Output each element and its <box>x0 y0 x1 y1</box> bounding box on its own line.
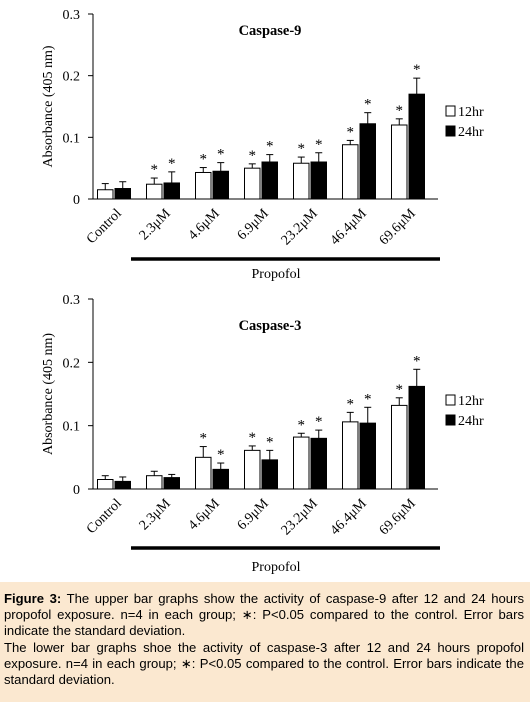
x-tick-label: 2.3μM <box>137 206 174 243</box>
y-tick-label: 0 <box>73 193 80 208</box>
significance-asterisk: * <box>396 382 404 398</box>
y-tick-label: 0.1 <box>63 420 81 435</box>
x-tick-label: 2.3μM <box>137 496 174 533</box>
legend-label-12hr: 12hr <box>458 394 484 409</box>
significance-asterisk: * <box>249 148 257 164</box>
bar-24hr-3 <box>261 459 278 490</box>
caption-paragraph-2: The lower bar graphs shoe the activity o… <box>4 639 524 688</box>
bar-12hr-2 <box>195 171 212 200</box>
x-tick-label: Control <box>84 496 125 537</box>
caption-label: Figure 3: <box>4 591 62 606</box>
x-tick-label: 23.2μM <box>279 206 321 248</box>
legend-swatch-12hr <box>445 394 456 406</box>
legend-label-24hr: 24hr <box>458 414 484 429</box>
legend-label-24hr: 24hr <box>458 125 484 140</box>
bar-24hr-2 <box>212 170 229 200</box>
x-tick-label: 23.2μM <box>279 496 321 538</box>
bar-24hr-6 <box>408 93 425 200</box>
y-axis-label: Absorbance (405 nm) <box>41 333 56 455</box>
y-tick-label: 0.2 <box>63 356 81 371</box>
x-tick-label: 46.4μM <box>328 496 370 538</box>
y-tick-label: 0 <box>73 483 80 498</box>
bar-12hr-3 <box>244 167 261 200</box>
chart-title: Caspase-9 <box>239 23 302 39</box>
bar-12hr-1 <box>146 475 163 490</box>
significance-asterisk: * <box>249 430 257 446</box>
bar-24hr-5 <box>359 123 376 200</box>
bar-24hr-2 <box>212 468 229 490</box>
x-tick-label: 6.9μM <box>235 496 272 533</box>
significance-asterisk: * <box>315 414 323 430</box>
y-tick-label: 0.3 <box>63 293 81 308</box>
y-tick-label: 0.2 <box>63 70 81 85</box>
y-axis-label: Absorbance (405 nm) <box>41 45 56 167</box>
significance-asterisk: * <box>200 152 208 168</box>
significance-asterisk: * <box>298 417 306 433</box>
bar-24hr-0 <box>114 188 131 200</box>
legend-swatch-24hr <box>445 414 456 426</box>
bar-12hr-3 <box>244 449 261 490</box>
bar-24hr-3 <box>261 161 278 200</box>
bar-24hr-5 <box>359 422 376 490</box>
caspase9-chart: 0 0.1 0.2 0.3 Absorbance (405 nm) Caspase-9 Co… <box>41 8 484 282</box>
significance-asterisk: * <box>364 97 372 113</box>
significance-asterisk: * <box>200 431 208 447</box>
figure-caption: Figure 3: The upper bar graphs show the … <box>0 582 530 702</box>
bar-12hr-4 <box>293 162 310 200</box>
figure: 0 0.1 0.2 0.3 Absorbance (405 nm) Caspase-9 Co… <box>41 8 484 575</box>
bar-12hr-6 <box>391 404 408 490</box>
legend-label-12hr: 12hr <box>458 105 484 120</box>
significance-asterisk: * <box>413 353 421 369</box>
bar-24hr-4 <box>310 437 327 490</box>
significance-asterisk: * <box>364 391 372 407</box>
y-tick-label: 0.3 <box>63 8 81 23</box>
bar-12hr-5 <box>342 144 359 200</box>
bar-12hr-2 <box>195 456 212 490</box>
x-tick-label: 46.4μM <box>328 206 370 248</box>
x-tick-label: Control <box>84 206 125 247</box>
bar-12hr-1 <box>146 183 163 200</box>
bar-24hr-4 <box>310 161 327 200</box>
significance-asterisk: * <box>413 62 421 78</box>
caption-paragraph-1: Figure 3: The upper bar graphs show the … <box>4 591 524 640</box>
legend-swatch-24hr <box>445 125 456 137</box>
bar-24hr-0 <box>114 480 131 490</box>
bar-12hr-0 <box>97 479 114 490</box>
y-tick-label: 0.1 <box>63 131 81 146</box>
legend-swatch-12hr <box>445 105 456 117</box>
bar-12hr-6 <box>391 124 408 200</box>
x-tick-label: 69.6μM <box>377 206 419 248</box>
significance-asterisk: * <box>298 141 306 157</box>
significance-asterisk: * <box>266 434 274 450</box>
significance-asterisk: * <box>347 124 355 140</box>
significance-asterisk: * <box>266 139 274 155</box>
bar-24hr-1 <box>163 477 180 490</box>
bar-12hr-4 <box>293 436 310 490</box>
x-tick-label: 69.6μM <box>377 496 419 538</box>
chart-title: Caspase-3 <box>239 318 302 334</box>
significance-asterisk: * <box>315 137 323 153</box>
bar-12hr-5 <box>342 421 359 490</box>
significance-asterisk: * <box>151 162 159 178</box>
significance-asterisk: * <box>347 396 355 412</box>
x-tick-label: 6.9μM <box>235 206 272 243</box>
significance-asterisk: * <box>217 447 225 463</box>
bar-24hr-1 <box>163 182 180 200</box>
x-tick-label: 4.6μM <box>186 496 223 533</box>
x-tick-label: 4.6μM <box>186 206 223 243</box>
significance-asterisk: * <box>217 147 225 163</box>
caption-text-1: The upper bar graphs show the activity o… <box>4 591 524 639</box>
caspase3-chart: 0 0.1 0.2 0.3 Absorbance (405 nm) Caspase-3 Co… <box>41 293 484 575</box>
bar-24hr-6 <box>408 385 425 490</box>
significance-asterisk: * <box>396 103 404 119</box>
significance-asterisk: * <box>168 156 176 172</box>
group-label: Propofol <box>252 560 301 575</box>
bar-12hr-0 <box>97 189 114 200</box>
group-label: Propofol <box>252 267 301 282</box>
